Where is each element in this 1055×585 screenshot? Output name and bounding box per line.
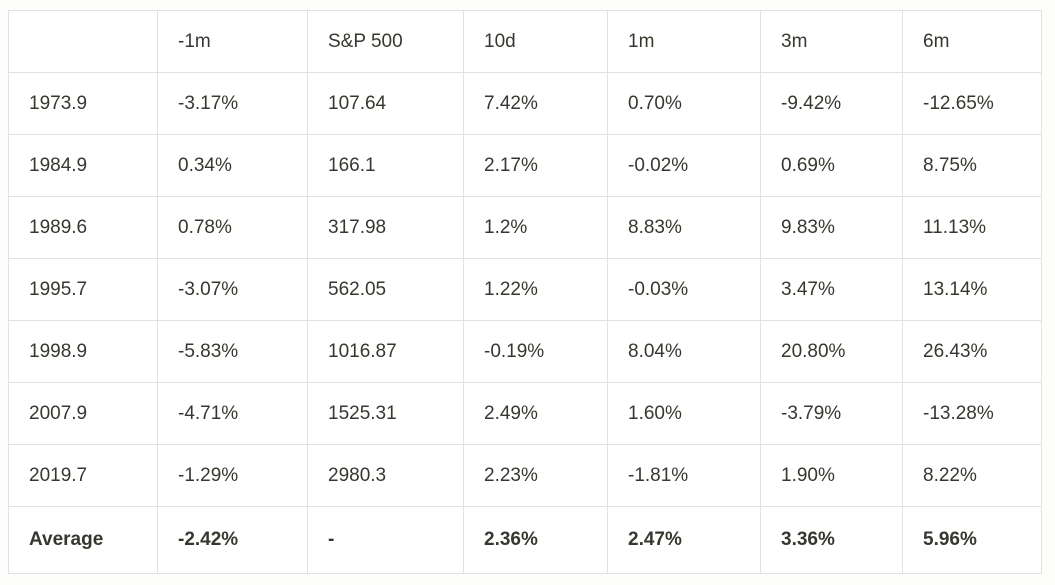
row-label: 1984.9	[8, 134, 158, 197]
row-label: 1973.9	[8, 72, 158, 135]
row-label: 2007.9	[8, 382, 158, 445]
table-cell: 2.23%	[463, 444, 608, 507]
table-cell: -	[307, 506, 464, 574]
table-cell: 1.90%	[760, 444, 903, 507]
table-cell: 1016.87	[307, 320, 464, 383]
table-cell: 7.42%	[463, 72, 608, 135]
table-row-1984: 1984.9 0.34% 166.1 2.17% -0.02% 0.69% 8.…	[8, 134, 1042, 197]
table-cell: -3.07%	[157, 258, 308, 321]
header-cell-blank	[8, 10, 158, 73]
table-cell: 8.83%	[607, 196, 761, 259]
average-row: Average -2.42% - 2.36% 2.47% 3.36% 5.96%	[8, 506, 1042, 574]
table-cell: 562.05	[307, 258, 464, 321]
table-cell: 2980.3	[307, 444, 464, 507]
table-cell: -2.42%	[157, 506, 308, 574]
header-cell-sp500: S&P 500	[307, 10, 464, 73]
row-label-average: Average	[8, 506, 158, 574]
table-row-1998: 1998.9 -5.83% 1016.87 -0.19% 8.04% 20.80…	[8, 320, 1042, 383]
header-cell-6m: 6m	[902, 10, 1042, 73]
table-cell: -0.02%	[607, 134, 761, 197]
table-cell: 1525.31	[307, 382, 464, 445]
table-cell: -3.79%	[760, 382, 903, 445]
table-cell: -0.19%	[463, 320, 608, 383]
table-cell: 2.49%	[463, 382, 608, 445]
header-row: -1m S&P 500 10d 1m 3m 6m	[8, 10, 1042, 73]
table-row-1989: 1989.6 0.78% 317.98 1.2% 8.83% 9.83% 11.…	[8, 196, 1042, 259]
table-row-1973: 1973.9 -3.17% 107.64 7.42% 0.70% -9.42% …	[8, 72, 1042, 135]
table-cell: 3.47%	[760, 258, 903, 321]
table-cell: 5.96%	[902, 506, 1042, 574]
table-cell: 317.98	[307, 196, 464, 259]
table-row-2019: 2019.7 -1.29% 2980.3 2.23% -1.81% 1.90% …	[8, 444, 1042, 507]
header-cell-3m: 3m	[760, 10, 903, 73]
table-cell: -4.71%	[157, 382, 308, 445]
table-row-1995: 1995.7 -3.07% 562.05 1.22% -0.03% 3.47% …	[8, 258, 1042, 321]
header-cell-minus-1m: -1m	[157, 10, 308, 73]
row-label: 1998.9	[8, 320, 158, 383]
table-cell: 1.60%	[607, 382, 761, 445]
row-label: 1989.6	[8, 196, 158, 259]
table-cell: 107.64	[307, 72, 464, 135]
table-cell: -3.17%	[157, 72, 308, 135]
table-cell: 8.04%	[607, 320, 761, 383]
table-cell: 2.17%	[463, 134, 608, 197]
table-cell: 0.34%	[157, 134, 308, 197]
table-cell: 8.75%	[902, 134, 1042, 197]
row-label: 1995.7	[8, 258, 158, 321]
row-label: 2019.7	[8, 444, 158, 507]
table-cell: 0.69%	[760, 134, 903, 197]
sp500-returns-table: -1m S&P 500 10d 1m 3m 6m 1973.9 -3.17% 1…	[8, 10, 1042, 574]
table-cell: 8.22%	[902, 444, 1042, 507]
table-cell: 0.78%	[157, 196, 308, 259]
table-cell: 9.83%	[760, 196, 903, 259]
table-cell: 1.22%	[463, 258, 608, 321]
table-cell: 11.13%	[902, 196, 1042, 259]
table-cell: 2.36%	[463, 506, 608, 574]
header-cell-10d: 10d	[463, 10, 608, 73]
table-cell: 3.36%	[760, 506, 903, 574]
table-row-2007: 2007.9 -4.71% 1525.31 2.49% 1.60% -3.79%…	[8, 382, 1042, 445]
table-cell: -1.29%	[157, 444, 308, 507]
table-cell: 166.1	[307, 134, 464, 197]
table-cell: 1.2%	[463, 196, 608, 259]
table-cell: -13.28%	[902, 382, 1042, 445]
table-cell: 13.14%	[902, 258, 1042, 321]
table-cell: 20.80%	[760, 320, 903, 383]
table-cell: 2.47%	[607, 506, 761, 574]
table-cell: 0.70%	[607, 72, 761, 135]
table-cell: -9.42%	[760, 72, 903, 135]
table-cell: -5.83%	[157, 320, 308, 383]
table-cell: -1.81%	[607, 444, 761, 507]
table-cell: 26.43%	[902, 320, 1042, 383]
header-cell-1m: 1m	[607, 10, 761, 73]
table-cell: -0.03%	[607, 258, 761, 321]
table-cell: -12.65%	[902, 72, 1042, 135]
